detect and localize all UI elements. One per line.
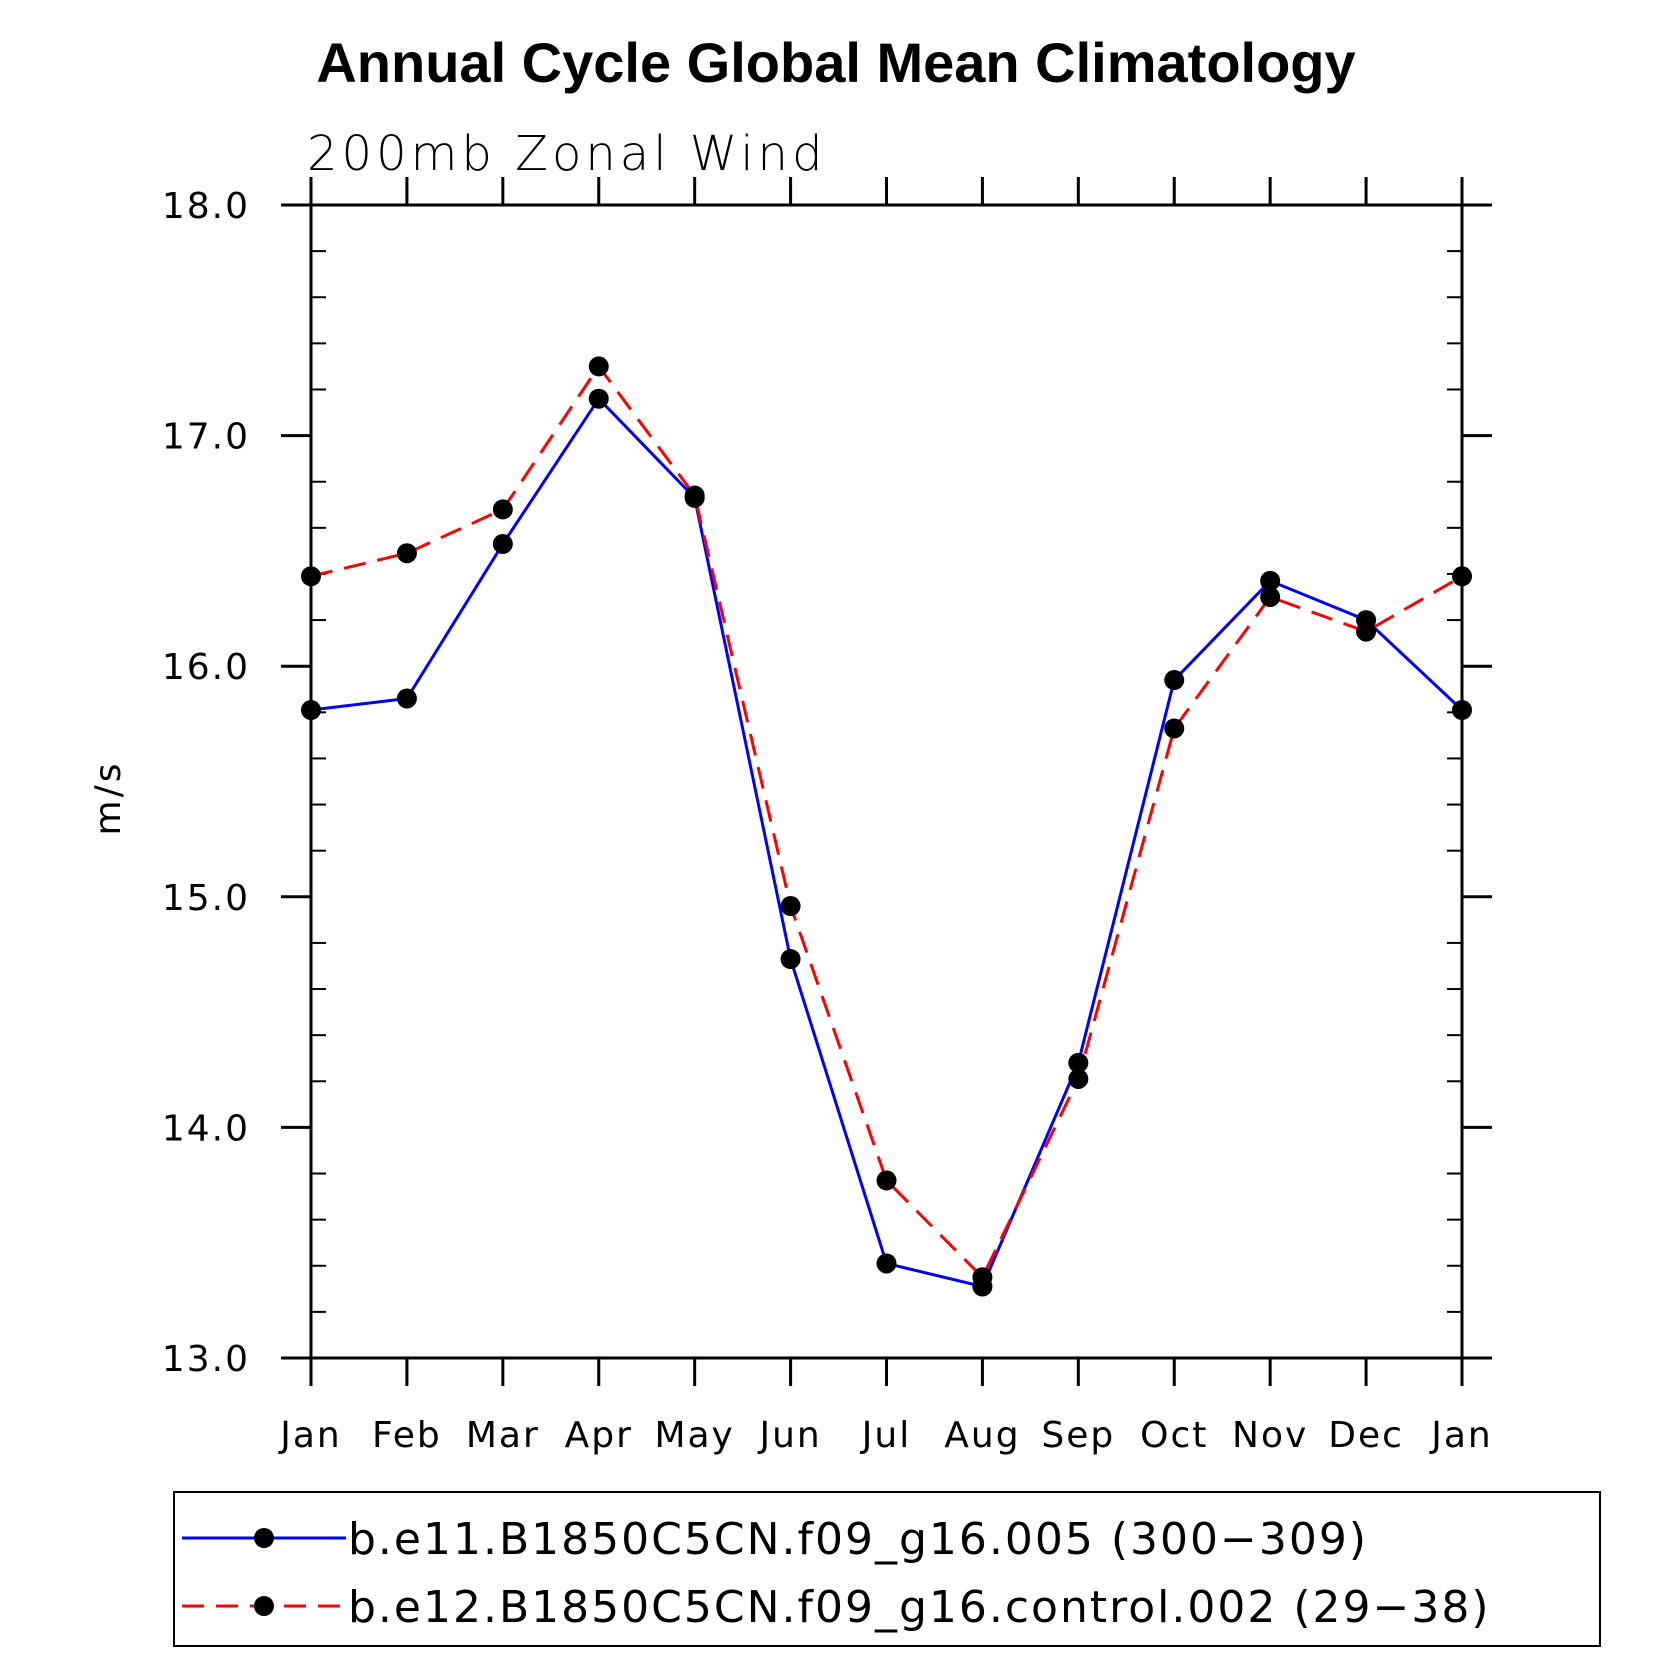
data-point-series-2 [972, 1267, 993, 1288]
x-tick-label: Dec [1328, 1415, 1404, 1456]
series-line-2 [310, 363, 1463, 1280]
data-point-series-1 [492, 533, 513, 554]
data-point-series-2 [1164, 718, 1185, 739]
y-axis-label: m/s [88, 761, 129, 836]
x-tick-label: Jan [1429, 1415, 1493, 1456]
legend-label-2: b.e12.B1850C5CN.f09_g16.control.002 (29−… [348, 1582, 1491, 1633]
data-point-series-1 [1068, 1052, 1089, 1073]
y-tick-label: 18.0 [162, 186, 250, 227]
y-tick-label: 14.0 [162, 1108, 250, 1149]
x-tick-label: Jun [757, 1415, 821, 1456]
x-tick-label: May [654, 1415, 734, 1456]
data-point-series-2 [684, 485, 705, 506]
x-tick-label: Sep [1041, 1415, 1115, 1456]
data-point-series-1 [588, 388, 609, 409]
y-tick-label: 13.0 [162, 1339, 250, 1380]
x-tick-label: Feb [372, 1415, 442, 1456]
data-point-series-2 [1356, 621, 1377, 642]
x-tick-label: Nov [1232, 1415, 1308, 1456]
y-tick-label: 17.0 [162, 417, 250, 458]
series-layer [301, 356, 1472, 1297]
data-point-series-2 [396, 543, 417, 564]
y-tick-label: 15.0 [162, 878, 250, 919]
axis-ticks: Jan Feb Mar Apr May Jun Jul Aug Sep Oct Nov Dec Jan 1… [162, 177, 1493, 1456]
x-tick-label: Jan [278, 1415, 342, 1456]
legend-marker-2 [254, 1596, 274, 1616]
x-tick-label: Apr [565, 1415, 633, 1456]
chart-subtitle: 200mb Zonal Wind [307, 126, 826, 182]
data-point-series-2 [780, 896, 801, 917]
legend: b.e11.B1850C5CN.f09_g16.005 (300−309) b.e… [173, 1491, 1601, 1647]
x-tick-label: Oct [1140, 1415, 1208, 1456]
series-line-1 [310, 396, 1464, 1289]
x-tick-label: Jul [860, 1415, 911, 1456]
data-point-series-2 [1452, 566, 1472, 587]
data-point-series-1 [876, 1253, 897, 1274]
data-point-series-1 [301, 700, 321, 721]
data-point-series-2 [492, 499, 513, 520]
y-tick-label: 16.0 [162, 647, 250, 688]
data-point-series-2 [588, 356, 609, 377]
chart-title: Annual Cycle Global Mean Climatology [316, 31, 1355, 94]
data-point-series-2 [1068, 1068, 1089, 1089]
legend-box [173, 1491, 1601, 1647]
legend-marker-1 [254, 1528, 274, 1548]
data-point-series-1 [1164, 670, 1185, 691]
x-tick-label: Mar [466, 1415, 540, 1456]
data-point-series-2 [876, 1170, 897, 1191]
x-tick-label: Aug [944, 1415, 1020, 1456]
data-point-series-2 [1260, 587, 1281, 608]
data-point-series-1 [1452, 700, 1472, 721]
data-point-series-1 [780, 949, 801, 970]
data-point-series-1 [396, 688, 417, 709]
data-point-series-2 [301, 566, 321, 587]
data-point-series-1 [1260, 570, 1281, 591]
legend-label-1: b.e11.B1850C5CN.f09_g16.005 (300−309) [348, 1514, 1368, 1565]
